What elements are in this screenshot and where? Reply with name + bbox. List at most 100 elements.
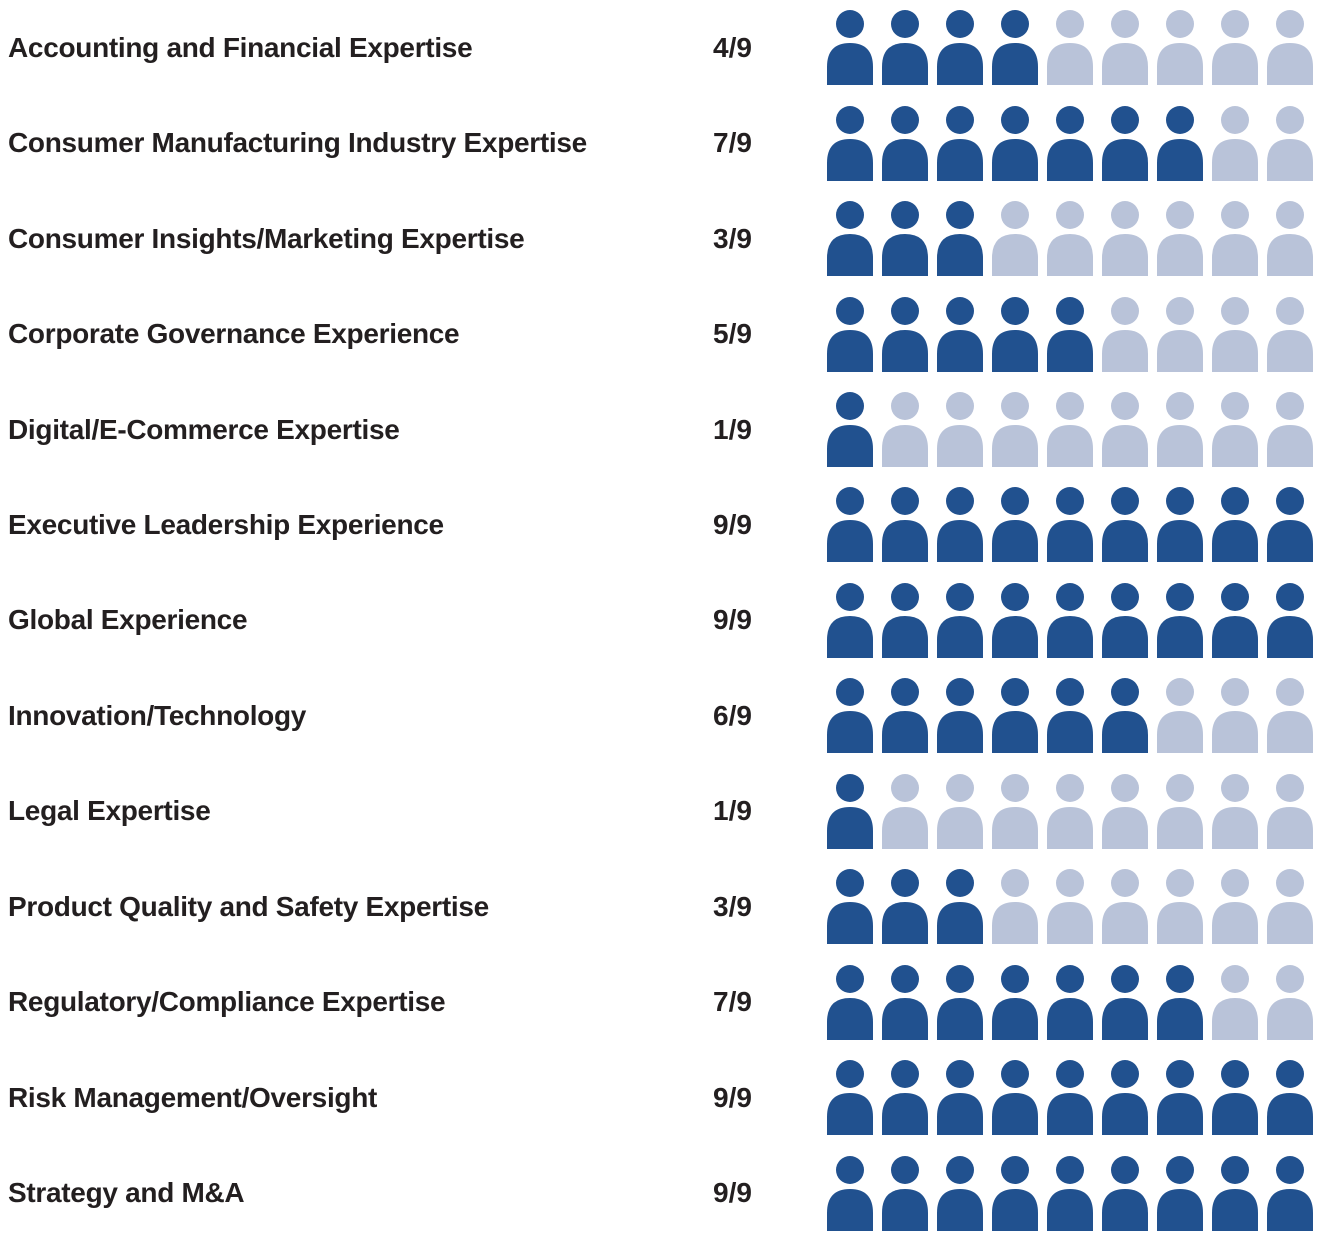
person-icon	[825, 582, 875, 658]
person-icon	[880, 678, 930, 754]
person-icon	[825, 1155, 875, 1231]
skill-label: Executive Leadership Experience	[8, 508, 444, 540]
person-icon	[1210, 487, 1260, 563]
skill-ratio: 6/9	[713, 699, 752, 731]
person-icon	[990, 392, 1040, 468]
person-icon	[990, 964, 1040, 1040]
skill-ratio: 3/9	[713, 222, 752, 254]
person-icon	[1155, 773, 1205, 849]
skill-label: Risk Management/Oversight	[8, 1081, 378, 1113]
person-icon	[825, 773, 875, 849]
person-icon	[1265, 773, 1315, 849]
skill-ratio: 7/9	[713, 127, 752, 159]
person-icon	[935, 678, 985, 754]
person-icon	[935, 296, 985, 372]
person-icon	[880, 773, 930, 849]
skill-row: Product Quality and Safety Expertise 3/9	[0, 859, 1321, 954]
person-icon	[1155, 678, 1205, 754]
person-icon	[935, 392, 985, 468]
person-icon	[1265, 582, 1315, 658]
person-icon	[880, 10, 930, 86]
person-icon	[1045, 487, 1095, 563]
person-icon	[825, 105, 875, 181]
director-icons	[825, 201, 1315, 277]
person-icon	[990, 487, 1040, 563]
skill-ratio: 3/9	[713, 890, 752, 922]
person-icon	[1210, 773, 1260, 849]
person-icon	[1155, 964, 1205, 1040]
person-icon	[990, 201, 1040, 277]
skill-ratio: 1/9	[713, 795, 752, 827]
person-icon	[880, 105, 930, 181]
person-icon	[1210, 296, 1260, 372]
director-icons	[825, 10, 1315, 86]
skill-ratio: 9/9	[713, 508, 752, 540]
person-icon	[1210, 964, 1260, 1040]
skill-ratio: 9/9	[713, 1177, 752, 1209]
director-icons	[825, 582, 1315, 658]
person-icon	[1210, 582, 1260, 658]
person-icon	[825, 678, 875, 754]
skill-label: Product Quality and Safety Expertise	[8, 890, 489, 922]
person-icon	[1100, 1060, 1150, 1136]
person-icon	[1210, 201, 1260, 277]
person-icon	[1045, 105, 1095, 181]
person-icon	[990, 582, 1040, 658]
person-icon	[935, 105, 985, 181]
person-icon	[880, 487, 930, 563]
skill-label: Consumer Insights/Marketing Expertise	[8, 222, 525, 254]
person-icon	[1100, 773, 1150, 849]
skill-row: Strategy and M&A 9/9	[0, 1145, 1321, 1240]
skill-label: Accounting and Financial Expertise	[8, 31, 473, 63]
person-icon	[1265, 10, 1315, 86]
person-icon	[1155, 105, 1205, 181]
director-icons	[825, 773, 1315, 849]
person-icon	[1155, 487, 1205, 563]
person-icon	[1265, 487, 1315, 563]
skill-ratio: 4/9	[713, 31, 752, 63]
person-icon	[825, 487, 875, 563]
person-icon	[1155, 296, 1205, 372]
skill-row: Consumer Insights/Marketing Expertise 3/…	[0, 191, 1321, 286]
director-icons	[825, 869, 1315, 945]
person-icon	[935, 773, 985, 849]
person-icon	[935, 201, 985, 277]
skill-label: Strategy and M&A	[8, 1177, 245, 1209]
person-icon	[1100, 487, 1150, 563]
person-icon	[1100, 10, 1150, 86]
person-icon	[1100, 296, 1150, 372]
person-icon	[1265, 201, 1315, 277]
person-icon	[935, 1155, 985, 1231]
person-icon	[1045, 1155, 1095, 1231]
person-icon	[1155, 582, 1205, 658]
person-icon	[825, 296, 875, 372]
director-icons	[825, 1155, 1315, 1231]
person-icon	[1100, 105, 1150, 181]
person-icon	[1045, 1060, 1095, 1136]
person-icon	[1265, 105, 1315, 181]
director-icons	[825, 105, 1315, 181]
person-icon	[1045, 392, 1095, 468]
person-icon	[1155, 392, 1205, 468]
person-icon	[825, 1060, 875, 1136]
director-icons	[825, 487, 1315, 563]
skill-label: Legal Expertise	[8, 795, 211, 827]
person-icon	[1265, 1060, 1315, 1136]
skill-label: Innovation/Technology	[8, 699, 307, 731]
person-icon	[935, 10, 985, 86]
person-icon	[1045, 296, 1095, 372]
skill-row: Consumer Manufacturing Industry Expertis…	[0, 95, 1321, 190]
skill-row: Regulatory/Compliance Expertise 7/9	[0, 955, 1321, 1050]
person-icon	[880, 296, 930, 372]
person-icon	[990, 1155, 1040, 1231]
person-icon	[935, 582, 985, 658]
person-icon	[1265, 392, 1315, 468]
person-icon	[1100, 201, 1150, 277]
skill-row: Executive Leadership Experience 9/9	[0, 477, 1321, 572]
person-icon	[880, 1155, 930, 1231]
person-icon	[1265, 296, 1315, 372]
person-icon	[1210, 105, 1260, 181]
person-icon	[880, 201, 930, 277]
skill-row: Global Experience 9/9	[0, 573, 1321, 668]
person-icon	[935, 487, 985, 563]
